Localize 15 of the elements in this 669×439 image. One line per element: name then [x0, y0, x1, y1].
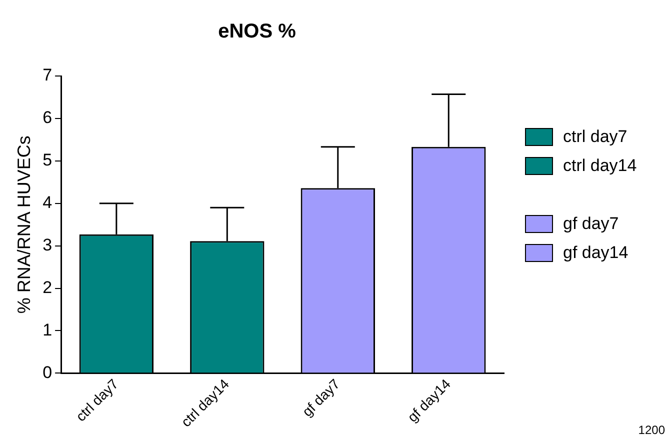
y-tick-label: 6: [42, 108, 52, 128]
y-tick-label: 4: [42, 193, 52, 212]
y-tick-label: 2: [42, 278, 52, 297]
y-tick-label: 0: [42, 362, 52, 382]
y-tick-label: 5: [42, 150, 52, 170]
legend-label: ctrl day7: [563, 126, 628, 146]
y-axis-title: % RNA/RNA HUVECs: [14, 136, 34, 314]
legend-label: gf day14: [563, 242, 628, 262]
legend-label: ctrl day14: [563, 156, 637, 176]
y-tick-label: 7: [42, 66, 52, 85]
legend-label: gf day7: [563, 214, 619, 234]
text: 1200: [638, 423, 665, 437]
y-tick-label: 3: [42, 236, 52, 255]
y-tick-label: 1: [42, 320, 52, 340]
chart-title: eNOS %: [218, 20, 296, 43]
